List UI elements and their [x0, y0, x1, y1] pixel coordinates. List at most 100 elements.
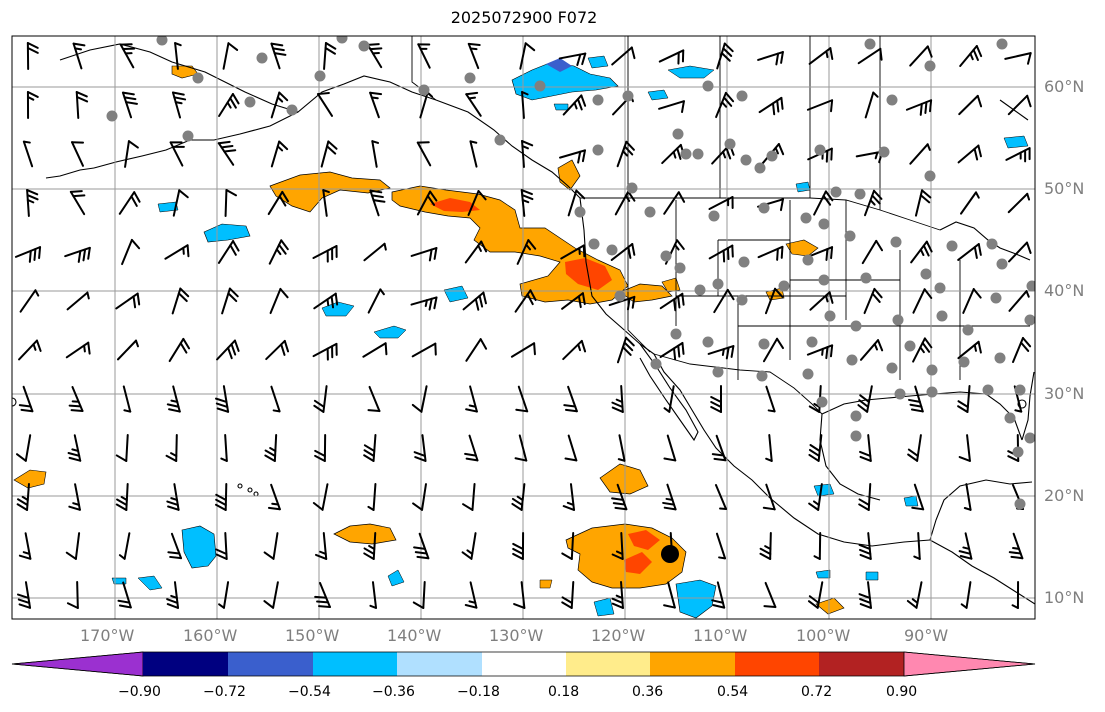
wind-barb: [118, 191, 141, 215]
station-dot: [670, 328, 682, 340]
field-cyan-mex: [815, 569, 831, 579]
station-dot: [814, 144, 826, 156]
island-hawaii: [237, 483, 243, 489]
wind-barb: [912, 337, 933, 363]
wind-barb: [562, 483, 576, 511]
station-dot: [920, 268, 932, 280]
station-dot: [924, 170, 936, 182]
wind-barb: [765, 385, 776, 413]
wind-barb: [617, 434, 626, 462]
wind-barb: [813, 190, 834, 216]
wind-barb: [813, 532, 822, 560]
station-dot: [494, 134, 506, 146]
wind-barb: [369, 91, 383, 119]
wind-barb: [806, 344, 834, 360]
wind-barb: [806, 246, 834, 261]
wind-barb: [464, 434, 479, 462]
wind-barb: [465, 91, 482, 117]
wind-barb: [711, 581, 726, 609]
wind-barb: [1007, 94, 1032, 116]
station-dot: [818, 274, 830, 286]
wind-barb: [864, 189, 883, 217]
station-dot: [824, 310, 836, 322]
wind-barb: [66, 581, 79, 609]
colorbar-tick-label: −0.90: [118, 684, 161, 700]
lon-label-170w: 170°W: [80, 626, 135, 645]
station-dot: [816, 396, 828, 408]
wind-barb: [765, 434, 773, 462]
field-cyan-canada-e: [553, 103, 569, 111]
station-dot: [692, 148, 704, 160]
station-dot: [830, 186, 842, 198]
wind-barb: [658, 49, 685, 65]
wind-barb: [562, 339, 587, 361]
wind-barb: [465, 385, 478, 413]
wind-barb: [313, 292, 339, 310]
wind-barb: [762, 483, 776, 511]
wind-barb: [510, 342, 536, 358]
station-dot: [182, 130, 194, 142]
station-dot: [712, 366, 724, 378]
wind-barb: [312, 244, 338, 263]
wind-barb: [263, 532, 279, 560]
wind-barb: [218, 581, 230, 609]
border-state-a: [627, 200, 651, 353]
wind-barb: [316, 91, 334, 117]
coastline-alaska: [59, 43, 437, 113]
wind-barb: [715, 91, 735, 119]
station-dot: [802, 254, 814, 266]
wind-barb: [514, 289, 537, 313]
wind-barb: [464, 240, 488, 264]
station-dot: [758, 202, 770, 214]
lat-label-30n: 30°N: [1044, 384, 1085, 403]
wind-barb: [166, 581, 180, 609]
wind-barb: [859, 339, 884, 361]
station-dot: [846, 354, 858, 366]
field-cyan-np-b: [203, 223, 251, 243]
wind-barb: [166, 385, 181, 413]
wind-barb: [171, 287, 190, 315]
wind-barb: [561, 581, 575, 609]
wind-barb: [270, 140, 289, 168]
colorbar-tick-label: 0.72: [801, 684, 833, 700]
wind-barb: [562, 94, 587, 116]
wind-barb: [166, 483, 180, 511]
island-cuba: [1017, 399, 1027, 409]
field-orange-ep-c: [333, 523, 397, 545]
station-dot: [418, 84, 430, 96]
station-dot: [926, 364, 938, 376]
field-orange-small-b: [785, 239, 819, 257]
station-dot: [574, 206, 586, 218]
lon-label-100w: 100°W: [796, 626, 851, 645]
station-dot: [702, 336, 714, 348]
wind-barb: [1008, 290, 1030, 312]
station-dot: [336, 36, 348, 44]
wind-barb: [809, 291, 834, 311]
colorbar-bin-5: [482, 652, 566, 676]
field-orange-ep-f: [815, 597, 845, 615]
wind-barb: [314, 581, 331, 609]
station-dot: [924, 60, 936, 72]
wind-barb: [959, 45, 983, 67]
wind-barb: [659, 292, 685, 312]
wind-barb: [417, 43, 431, 69]
wind-barb: [858, 532, 872, 560]
wind-barb: [66, 291, 90, 311]
wind-barb: [217, 140, 237, 166]
wind-barb: [118, 532, 131, 560]
wind-barb: [216, 339, 240, 361]
station-dot: [818, 218, 830, 230]
field-cyan-hudson: [1003, 135, 1029, 149]
wind-barb: [264, 434, 278, 462]
field-cyan-canada-b: [587, 55, 609, 69]
wind-barb: [808, 47, 834, 65]
wind-barb: [68, 483, 81, 511]
wind-barb: [863, 287, 883, 315]
colorbar-tick-label: −0.72: [203, 684, 246, 700]
station-dot: [314, 70, 326, 82]
wind-barb: [512, 532, 525, 560]
wind-barb: [75, 91, 89, 119]
wind-barb: [465, 338, 488, 362]
wind-barb: [15, 434, 32, 462]
station-dot: [358, 40, 370, 52]
